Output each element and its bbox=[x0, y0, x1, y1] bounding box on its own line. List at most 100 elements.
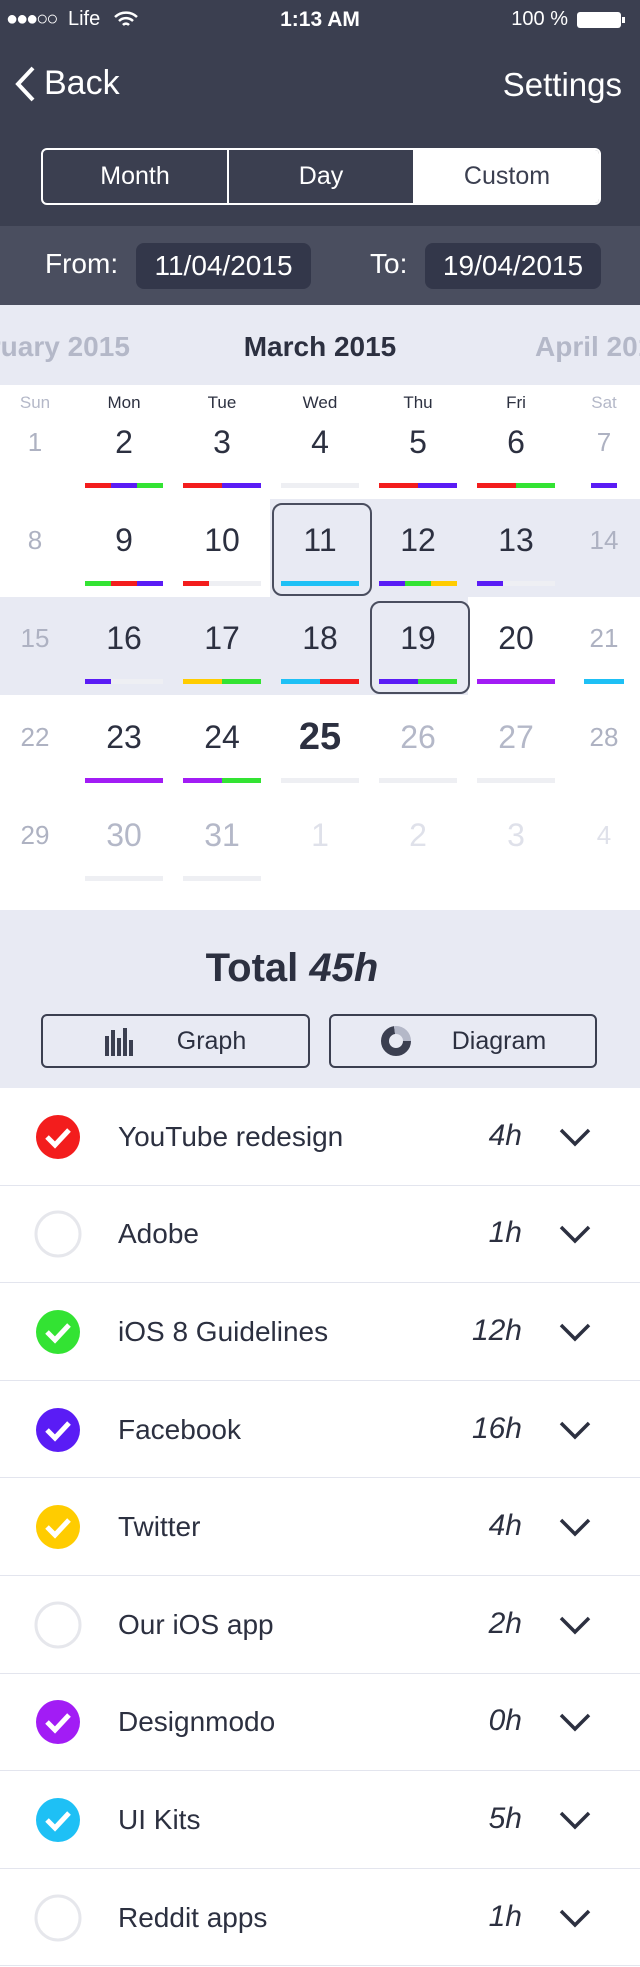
expand-icon[interactable] bbox=[558, 1420, 592, 1440]
day-bar bbox=[320, 679, 359, 684]
expand-icon[interactable] bbox=[558, 1908, 592, 1928]
weekday-label: Tue bbox=[207, 393, 237, 412]
day-number[interactable]: 22 bbox=[20, 722, 50, 752]
day-number[interactable]: 1 bbox=[311, 817, 329, 853]
chevron bbox=[559, 1811, 591, 1830]
check-icon[interactable] bbox=[33, 1502, 83, 1552]
day-number[interactable]: 20 bbox=[498, 620, 534, 656]
day-bar bbox=[183, 679, 222, 684]
day-bar bbox=[137, 581, 163, 586]
day-bar bbox=[111, 581, 137, 586]
day-number[interactable]: 5 bbox=[409, 424, 427, 460]
project-row[interactable]: Our iOS app 2h bbox=[0, 1576, 640, 1674]
check-icon[interactable] bbox=[33, 1697, 83, 1747]
expand-icon[interactable] bbox=[558, 1712, 592, 1732]
chevron bbox=[559, 1714, 591, 1732]
day-number[interactable]: 3 bbox=[213, 424, 231, 460]
expand-icon[interactable] bbox=[558, 1615, 592, 1635]
expand-icon[interactable] bbox=[558, 1322, 592, 1342]
carrier: Life bbox=[67, 8, 101, 30]
day-track bbox=[565, 483, 640, 488]
check-mark bbox=[45, 1323, 71, 1344]
check-icon[interactable] bbox=[33, 1209, 83, 1259]
project-row[interactable]: YouTube redesign 4h bbox=[0, 1088, 640, 1186]
day-track bbox=[281, 581, 359, 586]
day-number[interactable]: 30 bbox=[106, 817, 142, 853]
day-number[interactable]: 4 bbox=[596, 820, 612, 850]
day-number[interactable]: 10 bbox=[204, 522, 240, 558]
day-number[interactable]: 24 bbox=[204, 719, 240, 755]
day-bar bbox=[477, 581, 503, 586]
day-number[interactable]: 7 bbox=[596, 427, 612, 457]
check-icon[interactable] bbox=[33, 1600, 83, 1650]
expand-icon[interactable] bbox=[558, 1224, 592, 1244]
day-number[interactable]: 17 bbox=[204, 620, 240, 656]
from-label: From: bbox=[45, 248, 119, 279]
project-row[interactable]: Twitter 4h bbox=[0, 1478, 640, 1576]
day-number[interactable]: 11 bbox=[303, 522, 337, 558]
check-mark bbox=[45, 1128, 71, 1149]
day-number[interactable]: 23 bbox=[106, 719, 142, 755]
check-icon[interactable] bbox=[33, 1307, 83, 1357]
day-bar bbox=[222, 483, 261, 488]
day-number[interactable]: 6 bbox=[507, 424, 525, 460]
expand-icon[interactable] bbox=[558, 1517, 592, 1537]
day-number[interactable]: 21 bbox=[589, 623, 619, 653]
day-number[interactable]: 2 bbox=[115, 424, 133, 460]
project-row[interactable]: UI Kits 5h bbox=[0, 1771, 640, 1869]
project-row[interactable]: Adobe 1h bbox=[0, 1186, 640, 1284]
segment[interactable]: Custom bbox=[413, 150, 599, 203]
check-icon[interactable] bbox=[33, 1112, 83, 1162]
day-number[interactable]: 12 bbox=[400, 522, 436, 558]
project-row[interactable]: Designmodo 0h bbox=[0, 1674, 640, 1772]
expand-icon[interactable] bbox=[558, 1127, 592, 1147]
day-number[interactable]: 13 bbox=[498, 522, 534, 558]
to-date[interactable]: 19/04/2015 bbox=[425, 243, 601, 289]
day-number[interactable]: 1 bbox=[27, 427, 43, 457]
day-number[interactable]: 19 bbox=[400, 620, 436, 656]
project-name: Designmodo bbox=[118, 1706, 276, 1738]
check-icon[interactable] bbox=[33, 1795, 83, 1845]
day-number[interactable]: 14 bbox=[589, 525, 619, 555]
from-date[interactable]: 11/04/2015 bbox=[136, 243, 311, 289]
day-number[interactable]: 15 bbox=[20, 623, 50, 653]
day-number[interactable]: 16 bbox=[106, 620, 142, 656]
back-label: Back bbox=[44, 64, 120, 102]
diagram-icon bbox=[380, 1026, 411, 1056]
day-number[interactable]: 8 bbox=[27, 525, 43, 555]
day-number[interactable]: 3 bbox=[507, 817, 525, 853]
previous-month[interactable]: February 2015 bbox=[0, 331, 130, 362]
expand-icon[interactable] bbox=[558, 1810, 592, 1830]
project-name: Twitter bbox=[118, 1511, 201, 1543]
day-track bbox=[85, 483, 163, 488]
segment[interactable]: Day bbox=[227, 150, 413, 203]
day-number[interactable]: 18 bbox=[302, 620, 338, 656]
day-number[interactable]: 29 bbox=[20, 820, 50, 850]
day-bar bbox=[85, 778, 163, 783]
project-row[interactable]: Facebook 16h bbox=[0, 1381, 640, 1479]
graph-button[interactable]: Graph bbox=[41, 1014, 310, 1068]
next-month[interactable]: April 2015 bbox=[535, 331, 640, 362]
day-number[interactable]: 9 bbox=[115, 522, 133, 558]
settings-button[interactable]: Settings bbox=[502, 66, 622, 103]
day-number[interactable]: 26 bbox=[400, 719, 436, 755]
segment[interactable]: Month bbox=[100, 162, 170, 190]
check-icon[interactable] bbox=[33, 1405, 83, 1455]
day-number[interactable]: 2 bbox=[409, 817, 427, 853]
day-number[interactable]: 27 bbox=[498, 719, 534, 755]
check-icon[interactable] bbox=[33, 1893, 83, 1943]
day-number[interactable]: 4 bbox=[311, 424, 329, 460]
day-number[interactable]: 31 bbox=[204, 817, 240, 853]
check-fill bbox=[36, 1309, 80, 1354]
diagram-button[interactable]: Diagram bbox=[329, 1014, 597, 1068]
project-row[interactable]: iOS 8 Guidelines 12h bbox=[0, 1283, 640, 1381]
day-number[interactable]: 28 bbox=[589, 722, 619, 752]
day-number[interactable]: 25 bbox=[298, 716, 342, 758]
clock: 1:13 AM bbox=[280, 8, 360, 31]
project-hours: 0h bbox=[488, 1704, 522, 1738]
back-button[interactable]: Back bbox=[14, 64, 120, 103]
day-track bbox=[183, 778, 261, 783]
battery-text: 100 % bbox=[511, 8, 568, 30]
project-row[interactable]: Reddit apps 1h bbox=[0, 1869, 640, 1967]
project-hours: 1h bbox=[488, 1216, 522, 1250]
